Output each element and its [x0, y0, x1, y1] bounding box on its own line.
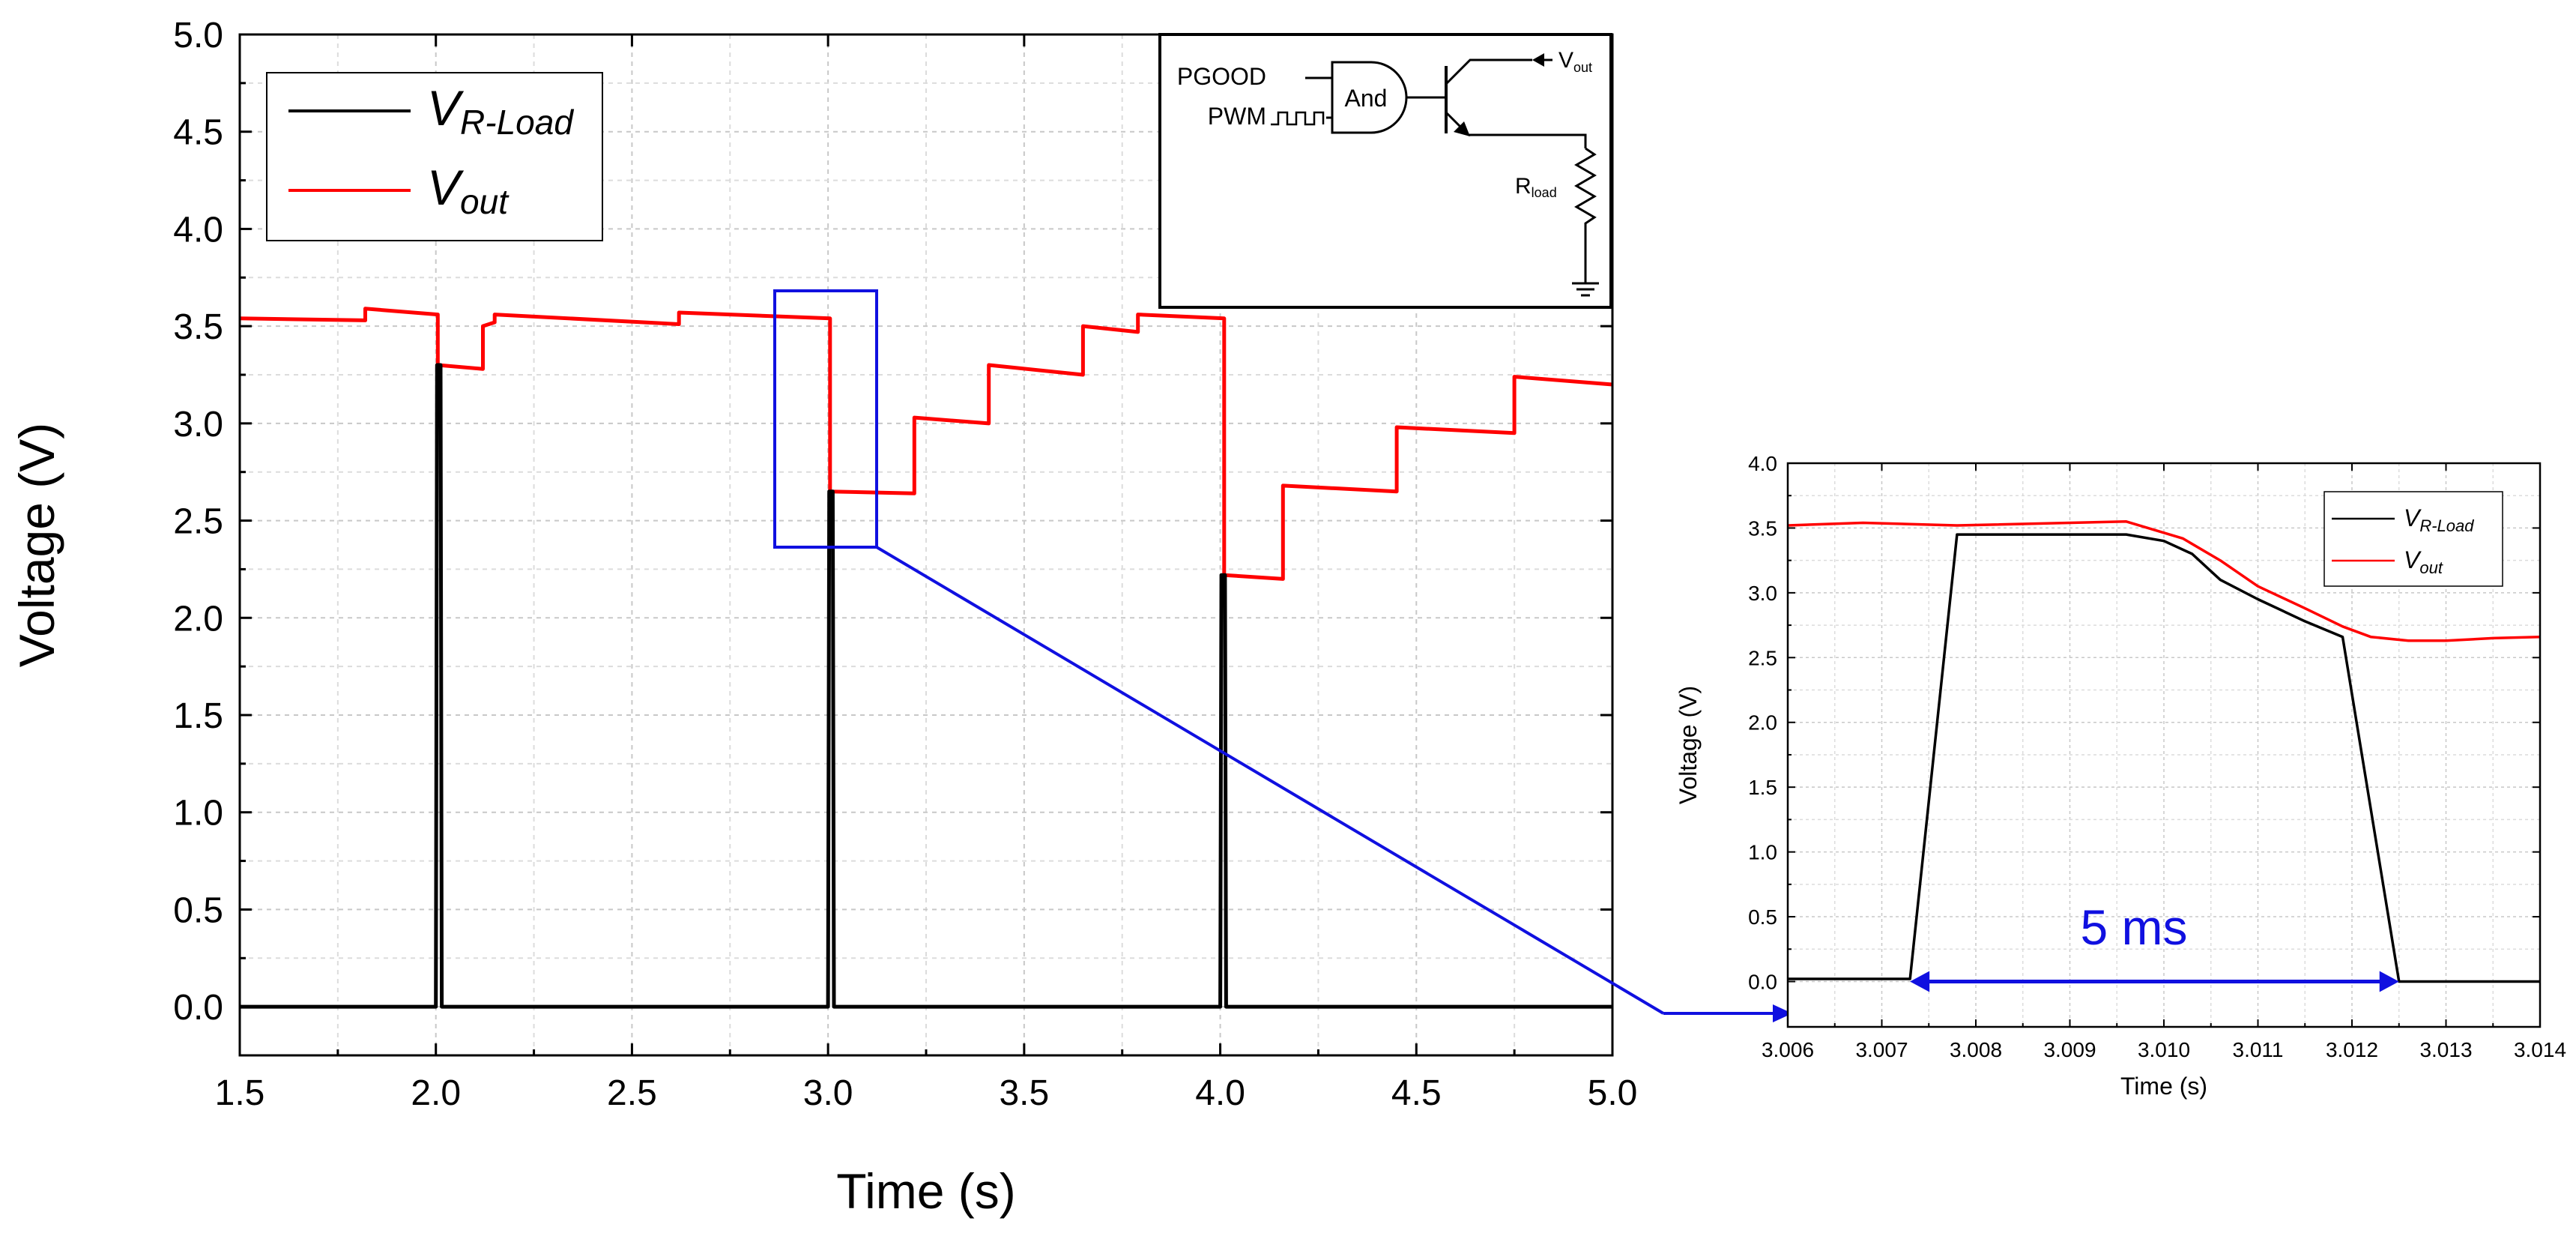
inset-y-tick-labels: 0.0 0.5 1.0 1.5 2.0 2.5 3.0 3.5 4.0 — [1748, 452, 1777, 993]
circuit-label-pwm: PWM — [1208, 103, 1266, 130]
and-gate-label: And — [1345, 85, 1388, 112]
circuit-diagram: PGOOD PWM And Vout Rload — [1158, 33, 1612, 309]
y-tick-label: 1.0 — [173, 794, 223, 833]
legend-label-r-load: VR-Load — [427, 80, 574, 142]
y-tick-label: 0.0 — [1748, 970, 1777, 993]
annotation-5ms: 5 ms — [2080, 899, 2187, 955]
x-tick-label: 3.009 — [2043, 1038, 2096, 1061]
y-tick-label: 2.0 — [1748, 711, 1777, 735]
zoom-box — [773, 289, 878, 549]
inset-x-axis-title: Time (s) — [2120, 1073, 2207, 1100]
y-tick-label: 4.0 — [173, 210, 223, 250]
inset-x-tick-labels: 3.006 3.007 3.008 3.009 3.010 3.011 3.012 3.013… — [1762, 1038, 2566, 1061]
zoom-connector-line — [875, 546, 1665, 1015]
y-tick-label: 4.0 — [1748, 452, 1777, 475]
x-tick-label: 1.5 — [215, 1073, 265, 1113]
inset-series — [1787, 520, 2541, 983]
series-line-v-out — [239, 307, 1613, 581]
y-tick-label: 1.5 — [1748, 776, 1777, 799]
x-tick-label: 3.011 — [2233, 1038, 2284, 1061]
y-tick-label: 2.5 — [1748, 646, 1777, 669]
y-tick-label: 1.5 — [173, 696, 223, 736]
ground-icon — [1572, 282, 1599, 297]
y-tick-label: 0.5 — [1748, 905, 1777, 929]
transistor-collector-icon — [1445, 58, 1532, 85]
main-y-tick-labels: 0.0 0.5 1.0 1.5 2.0 2.5 3.0 3.5 4.0 4.5 5.0 — [173, 16, 223, 1028]
y-tick-label: 5.0 — [173, 16, 223, 55]
main-x-axis-title: Time (s) — [836, 1163, 1016, 1219]
x-tick-label: 3.006 — [1762, 1038, 1814, 1061]
inset-legend-box — [2323, 491, 2503, 587]
vout-arrow-icon — [1532, 53, 1544, 67]
zoom-arrow-icon — [1773, 1004, 1792, 1022]
x-tick-label: 3.008 — [1950, 1038, 2002, 1061]
annotation-arrowhead-left-icon — [1910, 971, 1930, 992]
x-tick-label: 3.007 — [1855, 1038, 1908, 1061]
series-line-v-out — [1787, 520, 2541, 642]
x-tick-label: 3.5 — [999, 1073, 1049, 1113]
inset-ticks — [1787, 462, 2541, 1027]
series-line-r-load — [1788, 533, 2540, 983]
inset-y-axis-title: Voltage (V) — [1675, 686, 1702, 804]
main-y-axis-title: Voltage (V) — [9, 423, 64, 668]
y-tick-label: 4.5 — [173, 113, 223, 153]
x-tick-label: 3.0 — [803, 1073, 853, 1113]
and-gate-icon — [1331, 61, 1408, 134]
x-tick-label: 3.012 — [2326, 1038, 2378, 1061]
main-legend-box — [266, 72, 603, 241]
x-tick-label: 3.010 — [2138, 1038, 2190, 1061]
pwm-pulse-icon — [1271, 111, 1325, 126]
main-chart: 1.5 2.0 2.5 3.0 3.5 4.0 4.5 5.0 0.0 0.5 1.0 1.5 2.0… — [9, 16, 1637, 1219]
y-tick-label: 2.0 — [173, 599, 223, 639]
circuit-label-rload: Rload — [1515, 174, 1557, 200]
inset-chart: 3.006 3.007 3.008 3.009 3.010 3.011 3.012 3.013… — [1675, 452, 2566, 1100]
y-tick-label: 3.0 — [173, 405, 223, 444]
y-tick-label: 2.5 — [173, 502, 223, 542]
y-tick-label: 3.0 — [1748, 582, 1777, 605]
x-tick-label: 5.0 — [1588, 1073, 1638, 1113]
resistor-icon — [1574, 147, 1597, 283]
x-tick-label: 2.0 — [411, 1073, 461, 1113]
transistor-emitter-icon — [1445, 111, 1587, 148]
inset-legend-label-r-load: VR-Load — [2404, 504, 2474, 535]
legend-label-v-out: Vout — [427, 160, 510, 221]
annotation-arrowhead-right-icon — [2379, 971, 2399, 992]
y-tick-label: 3.5 — [1748, 516, 1777, 540]
circuit-label-pgood: PGOOD — [1177, 63, 1266, 90]
main-legend: VR-Load Vout — [266, 72, 603, 241]
series-line-r-load — [240, 363, 1612, 1009]
y-tick-label: 0.0 — [173, 988, 223, 1028]
x-tick-label: 3.014 — [2514, 1038, 2566, 1061]
inset-grid — [1788, 463, 2540, 1027]
main-x-tick-labels: 1.5 2.0 2.5 3.0 3.5 4.0 4.5 5.0 — [215, 1073, 1638, 1113]
y-tick-label: 1.0 — [1748, 841, 1777, 864]
inset-annotation — [1910, 971, 2399, 992]
main-series — [239, 307, 1613, 1009]
x-tick-label: 4.5 — [1391, 1073, 1442, 1113]
x-tick-label: 3.013 — [2419, 1038, 2472, 1061]
y-tick-label: 3.5 — [173, 307, 223, 347]
circuit-label-vout: Vout — [1558, 48, 1592, 75]
x-tick-label: 2.5 — [607, 1073, 657, 1113]
x-tick-label: 4.0 — [1195, 1073, 1245, 1113]
zoom-callout — [773, 289, 1792, 1022]
inset-legend: VR-Load Vout — [2323, 491, 2503, 587]
emitter-arrow-icon — [1454, 121, 1470, 136]
inset-legend-label-v-out: Vout — [2404, 546, 2443, 577]
y-tick-label: 0.5 — [173, 890, 223, 930]
